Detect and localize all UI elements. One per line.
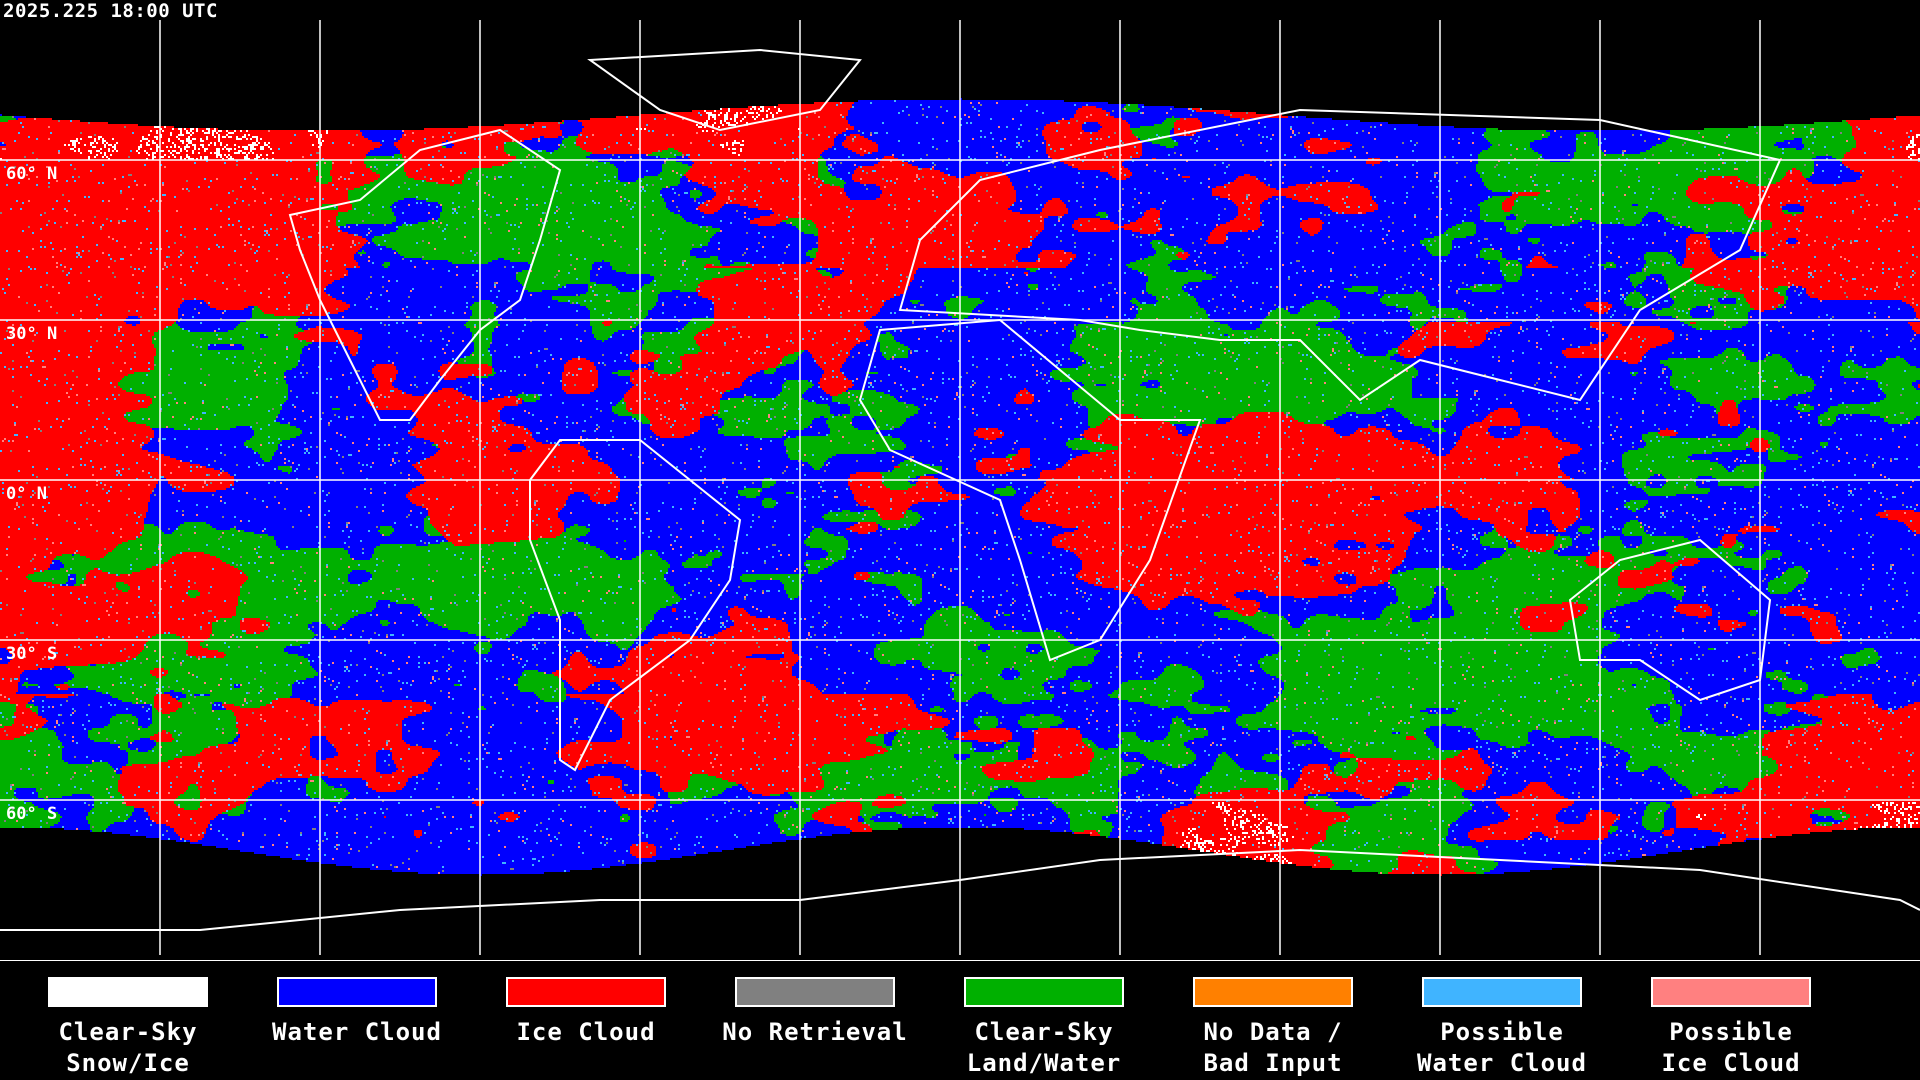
legend-label: Possible [1669,1018,1793,1046]
coastline-greenland [587,48,862,132]
legend-swatch [735,977,895,1007]
legend-swatch [1422,977,1582,1007]
legend-label: No Data / [1203,1018,1343,1046]
coastline-antarctica [0,848,1920,931]
legend-label: Clear-Sky [974,1018,1114,1046]
legend-label: No Retrieval [722,1018,908,1046]
lat-label-30n: 30° N [6,324,58,344]
coastlines [0,48,1920,931]
lat-label-30s: 30° S [6,644,58,664]
legend-swatch [48,977,208,1007]
timestamp-title: 2025.225 18:00 UTC [3,0,218,22]
legend-label: Clear-Sky [58,1018,198,1046]
legend-label: Ice Cloud [1661,1049,1801,1077]
legend-label: Snow/Ice [66,1049,190,1077]
legend-label: Bad Input [1203,1049,1343,1077]
legend-swatch [506,977,666,1007]
legend-swatch [277,977,437,1007]
legend-swatch [964,977,1124,1007]
legend-label: Water Cloud [272,1018,442,1046]
legend-swatch [1651,977,1811,1007]
legend-label: Land/Water [966,1049,1122,1077]
legend-label: Possible [1440,1018,1564,1046]
map-overlay [0,20,1920,955]
lat-label-0n: 0° N [6,484,47,504]
coastline-north-america [288,128,562,421]
coastline-africa [858,318,1202,662]
lat-label-60s: 60° S [6,804,58,824]
coastline-australia [1568,538,1772,702]
coastline-eurasia [898,108,1782,402]
legend-label: Water Cloud [1417,1049,1587,1077]
lat-label-60n: 60° N [6,164,58,184]
legend-swatch [1193,977,1353,1007]
legend-label: Ice Cloud [516,1018,656,1046]
coastline-south-america [529,439,742,772]
cloud-phase-map: 2025.225 18:00 UTC 60° N 30° N 0° N 30° … [0,0,1920,961]
lat-lon-grid [0,20,1920,955]
